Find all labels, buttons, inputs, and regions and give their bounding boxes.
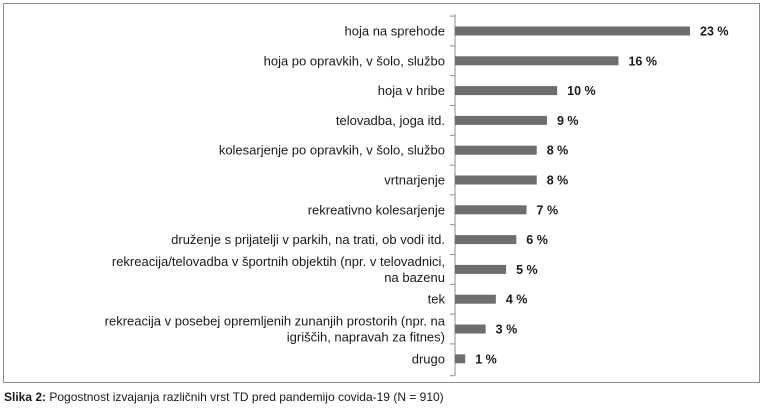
value-label: 9 % [557,114,579,128]
bar-3 [455,86,558,96]
bar-10 [455,294,496,304]
bar-5 [455,145,537,155]
bar-8 [455,235,517,245]
value-label: 4 % [506,293,528,307]
category-label: na bazenu [384,270,445,285]
bar-2 [455,56,619,66]
value-label: 10 % [567,84,596,98]
category-label: tek [428,292,446,307]
category-label: drugo [412,351,445,366]
value-label: 8 % [547,174,569,188]
category-label: hoja v hribe [378,83,445,98]
bar-6 [455,175,537,185]
value-label: 6 % [526,233,548,247]
value-label: 8 % [547,144,569,158]
category-label: rekreacija/telovadba v športnih objektih… [112,254,445,269]
value-label: 23 % [700,25,729,39]
category-label: kolesarjenje po opravkih, v šolo, službo [219,143,445,158]
category-label: vrtnarjenje [384,173,445,188]
figure-caption: Slika 2: Pogostnost izvajanja različnih … [4,390,444,404]
chart-frame [3,3,760,383]
bar-4 [455,115,547,125]
category-label: druženje s prijatelji v parkih, na trati… [171,232,445,247]
bar-chart: 23 % hoja na sprehode 16 % hoja po opravkih… [105,14,729,377]
category-label: hoja po opravkih, v šolo, službo [264,53,445,68]
category-label: telovadba, joga itd. [336,113,445,128]
category-label: rekreacija v posebej opremljenih zunanji… [105,314,446,329]
value-label: 1 % [475,352,497,366]
category-label: rekreativno kolesarjenje [308,202,445,217]
caption-text: Pogostnost izvajanja različnih vrst TD p… [46,390,444,404]
value-label: 5 % [516,263,538,277]
value-label: 16 % [628,54,657,68]
bar-11 [455,324,486,334]
category-label: igriščih, napravah za fitnes) [287,330,445,345]
value-label: 3 % [496,323,518,337]
value-label: 7 % [537,203,559,217]
bar-7 [455,205,527,215]
bar-1 [455,26,690,36]
bar-9 [455,264,507,274]
bar-12 [455,354,466,364]
category-label: hoja na sprehode [345,24,445,39]
caption-label: Slika 2: [4,390,47,404]
